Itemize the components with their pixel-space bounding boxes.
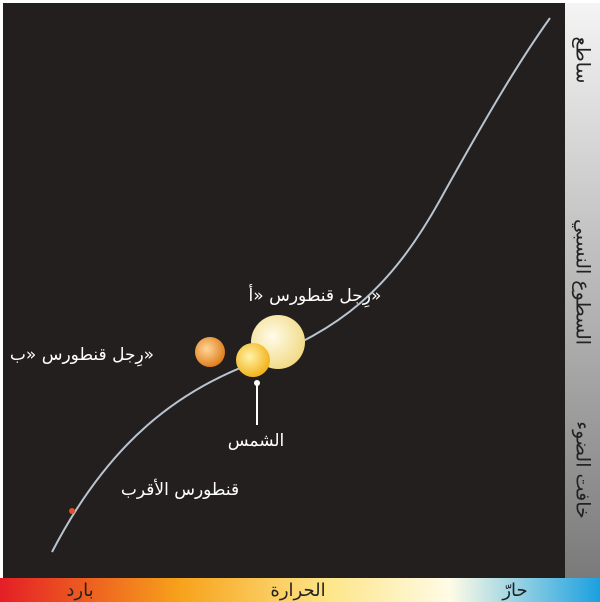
star-alpha-b	[195, 337, 225, 367]
sun-pointer-dot	[254, 380, 260, 386]
star-proxima	[69, 508, 75, 514]
y-axis-title: السطوع النسبي	[572, 219, 594, 345]
plot-area	[3, 3, 565, 578]
x-right-label: حارّ	[501, 580, 527, 601]
x-axis-title: الحرارة	[270, 580, 325, 601]
brightness-bar	[565, 3, 600, 578]
x-left-label: بارد	[66, 580, 93, 601]
main-sequence-curve	[51, 17, 551, 553]
star-label: رِجل قنطورس «ب»	[10, 345, 154, 367]
star-label: الشمس	[228, 431, 285, 451]
y-bottom-label: خافت الضوء	[572, 421, 594, 519]
y-top-label: ساطع	[572, 37, 594, 84]
star-label: رِجل قنطورس «أ»	[249, 284, 382, 308]
star-sun	[236, 343, 270, 377]
temperature-bar	[0, 578, 600, 602]
star-label: قنطورس الأقرب	[121, 479, 239, 500]
